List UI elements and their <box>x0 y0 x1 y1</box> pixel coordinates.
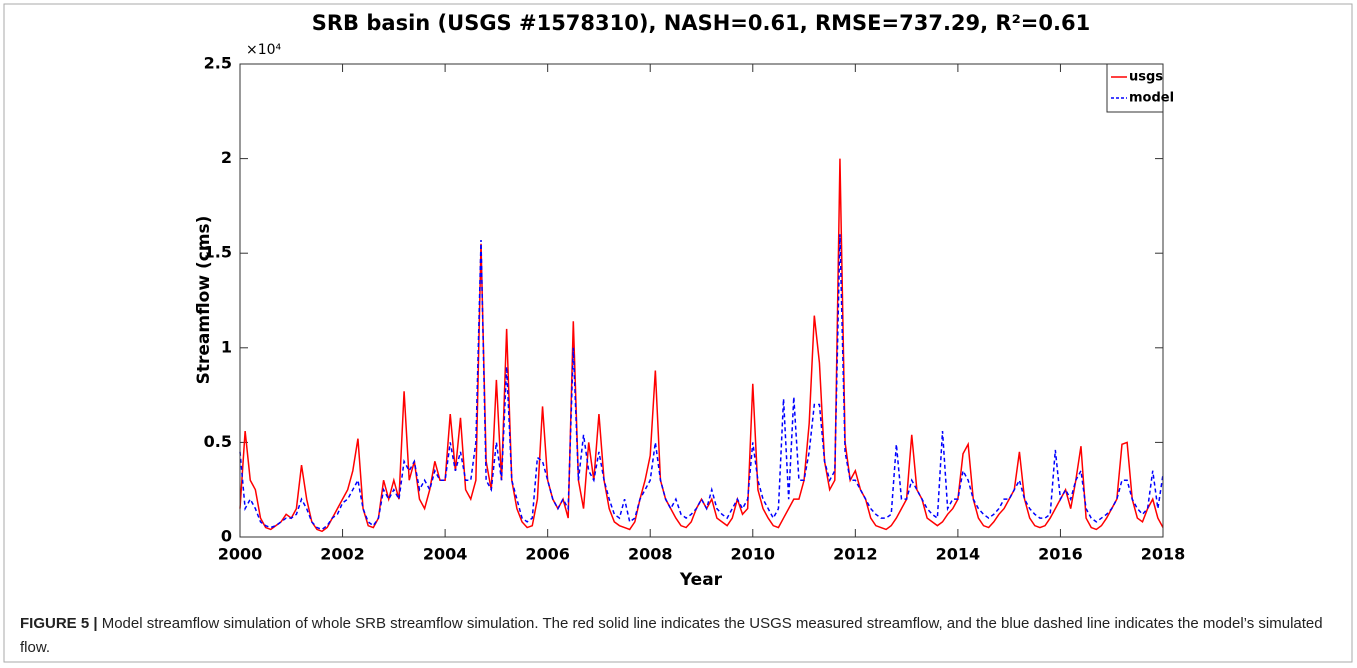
caption-text: Model streamflow simulation of whole SRB… <box>20 615 1323 656</box>
caption: FIGURE 5 | Model streamflow simulation o… <box>20 612 1340 660</box>
x-tick-label: 2002 <box>320 545 365 564</box>
x-tick-label: 2000 <box>218 545 263 564</box>
x-tick-label: 2010 <box>731 545 776 564</box>
y-tick-label: 0.5 <box>204 432 232 451</box>
x-tick-label: 2006 <box>525 545 570 564</box>
plot-area <box>240 64 1163 537</box>
chart-title: SRB basin (USGS #1578310), NASH=0.61, RM… <box>312 11 1090 35</box>
x-tick-label: 2014 <box>936 545 981 564</box>
plot-frame <box>239 63 1164 538</box>
caption-label: FIGURE 5 | <box>20 615 98 632</box>
series-line <box>239 234 1164 531</box>
y-tick-label: 0 <box>221 527 232 546</box>
y-tick-label: 1 <box>221 337 232 356</box>
x-axis-label: Year <box>679 570 723 590</box>
series-line <box>239 158 1164 533</box>
x-tick-label: 2004 <box>423 545 468 564</box>
y-multiplier: ×10⁴ <box>246 42 282 58</box>
legend-label: usgs <box>1129 70 1163 85</box>
legend-box <box>1106 63 1164 113</box>
x-tick-label: 2016 <box>1038 545 1083 564</box>
x-tick-label: 2008 <box>628 545 673 564</box>
y-axis-label: Streamflow (cms) <box>194 216 214 385</box>
x-tick-label: 2018 <box>1141 545 1186 564</box>
y-tick-label: 2 <box>221 148 232 167</box>
figure-border <box>3 3 1353 663</box>
x-tick-label: 2012 <box>833 545 878 564</box>
y-tick-label: 2.5 <box>204 54 232 73</box>
y-tick-label: 1.5 <box>204 243 232 262</box>
legend-label: model <box>1129 91 1174 106</box>
